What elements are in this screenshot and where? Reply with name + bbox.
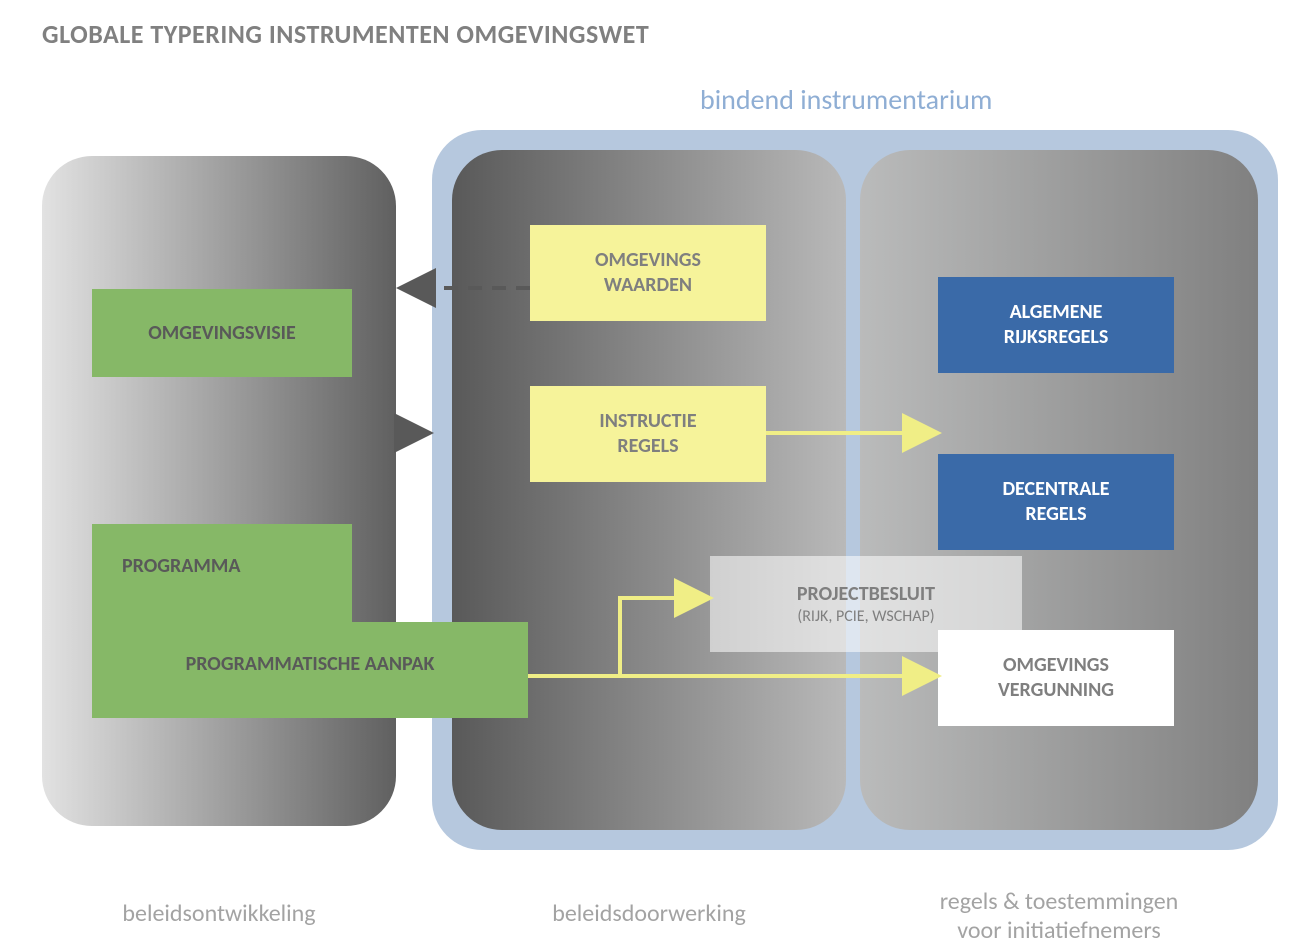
box-label: OMGEVINGS WAARDEN [595, 248, 701, 298]
caption-regels: regels & toestemmingen voor initiatiefne… [860, 858, 1258, 945]
box-label: ALGEMENE RIJKSREGELS [1004, 300, 1109, 350]
box-label: PROGRAMMATISCHE AANPAK [186, 652, 435, 676]
box-label: OMGEVINGSVISIE [148, 321, 296, 346]
box-programmatische-aanpak: PROGRAMMATISCHE AANPAK [92, 622, 528, 718]
box-instructieregels: INSTRUCTIE REGELS [530, 386, 766, 482]
caption-beleidsdoorwerking: beleidsdoorwerking [452, 870, 846, 928]
column-beleidsontwikkeling [42, 156, 396, 826]
box-omgevingsvergunning: OMGEVINGS VERGUNNING [938, 630, 1174, 726]
box-omgevingswaarden: OMGEVINGS WAARDEN [530, 225, 766, 321]
box-label: INSTRUCTIE REGELS [599, 409, 696, 459]
box-label: PROGRAMMA [122, 554, 240, 578]
page-title: GLOBALE TYPERING INSTRUMENTEN OMGEVINGSW… [42, 18, 649, 50]
box-sublabel: (RIJK, PCIE, WSCHAP) [797, 607, 934, 627]
box-omgevingsvisie: OMGEVINGSVISIE [92, 289, 352, 377]
box-label: OMGEVINGS VERGUNNING [998, 653, 1114, 703]
caption-beleidsontwikkeling: beleidsontwikkeling [42, 870, 396, 928]
subtitle-bindend: bindend instrumentarium [700, 82, 992, 117]
box-decentrale-regels: DECENTRALE REGELS [938, 454, 1174, 550]
box-algemene-rijksregels: ALGEMENE RIJKSREGELS [938, 277, 1174, 373]
box-label: PROJECTBESLUIT [797, 582, 935, 607]
box-label: DECENTRALE REGELS [1002, 477, 1109, 527]
